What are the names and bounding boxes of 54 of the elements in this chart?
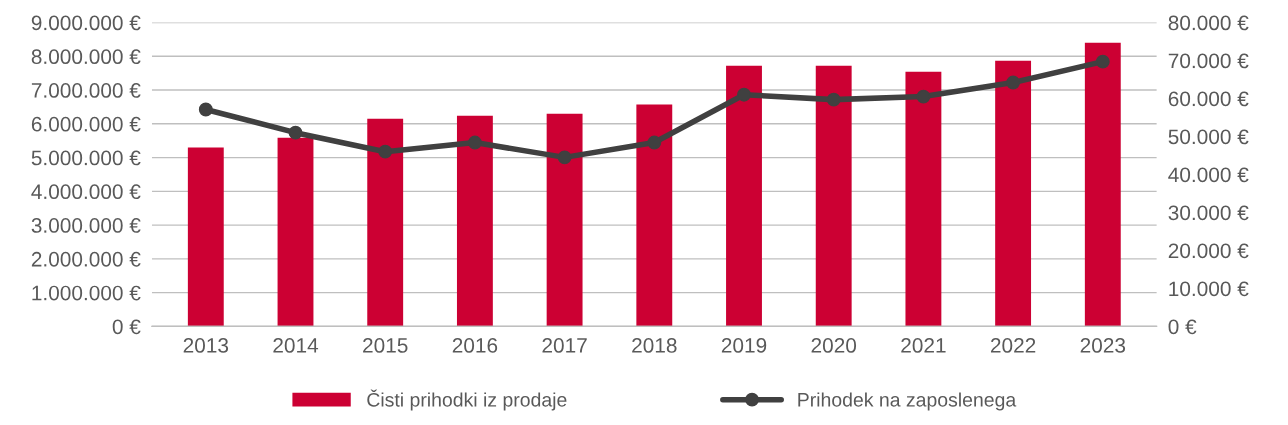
x-tick-label: 2014	[273, 338, 319, 353]
x-tick-label: 2022	[990, 338, 1036, 353]
legend-label: Prihodek na zaposlenega	[798, 392, 1017, 411]
y2-tick-label: 10.000 €	[1169, 281, 1249, 297]
point	[737, 87, 751, 102]
y2-tick-label: 70.000 €	[1168, 53, 1249, 69]
point	[1095, 54, 1110, 69]
y2-tick-label: 20.000 €	[1168, 243, 1249, 259]
y2-tick-label: 40.000 €	[1168, 167, 1249, 183]
point	[916, 89, 931, 104]
x-tick-label: 2018	[632, 338, 677, 353]
point	[1006, 75, 1021, 90]
x-tick-label: 2021	[901, 338, 946, 353]
x-tick-label: 2015	[363, 338, 408, 353]
point	[378, 144, 393, 159]
y-tick-label: 5.000.000 €	[31, 150, 141, 166]
bar	[726, 65, 762, 327]
y-tick-label: 3.000.000 €	[31, 218, 141, 233]
point	[288, 125, 303, 140]
y-tick-label: 9.000.000 €	[31, 15, 141, 31]
y2-tick-label: 80.000 €	[1168, 15, 1249, 31]
point	[557, 150, 572, 165]
legend-label: Čisti prihodki iz prodaje	[367, 389, 567, 411]
point	[467, 135, 482, 150]
y2-tick-label: 0 €	[1168, 319, 1197, 335]
y-tick-label: 1.000.000 €	[32, 285, 141, 301]
y-tick-label: 7.000.000 €	[31, 83, 141, 98]
bar	[367, 118, 404, 327]
bar	[1084, 42, 1121, 327]
x-tick-label: 2020	[811, 338, 857, 353]
y2-tick-label: 30.000 €	[1168, 205, 1249, 221]
y-tick-label: 0 €	[112, 319, 141, 335]
bar	[815, 65, 852, 327]
bar	[905, 71, 942, 327]
y-tick-label: 8.000.000 €	[31, 49, 141, 65]
y2-tick-label: 60.000 €	[1168, 91, 1249, 107]
bar	[546, 113, 583, 327]
bar	[187, 147, 224, 327]
y-tick-label: 6.000.000 €	[31, 116, 141, 132]
x-tick-label: 2023	[1080, 338, 1126, 353]
x-tick-label: 2013	[183, 338, 229, 353]
point	[198, 102, 213, 117]
x-tick-label: 2016	[452, 338, 498, 353]
point	[647, 135, 662, 150]
bar	[456, 115, 493, 327]
bar	[636, 104, 673, 327]
x-tick-label: 2019	[721, 338, 767, 353]
y2-tick-label: 50.000 €	[1168, 129, 1249, 145]
y-tick-label: 2.000.000 €	[31, 251, 141, 267]
point	[826, 92, 841, 107]
y-tick-label: 4.000.000 €	[31, 184, 141, 200]
bar	[277, 137, 314, 327]
x-tick-label: 2017	[542, 338, 587, 353]
bar	[995, 60, 1032, 327]
